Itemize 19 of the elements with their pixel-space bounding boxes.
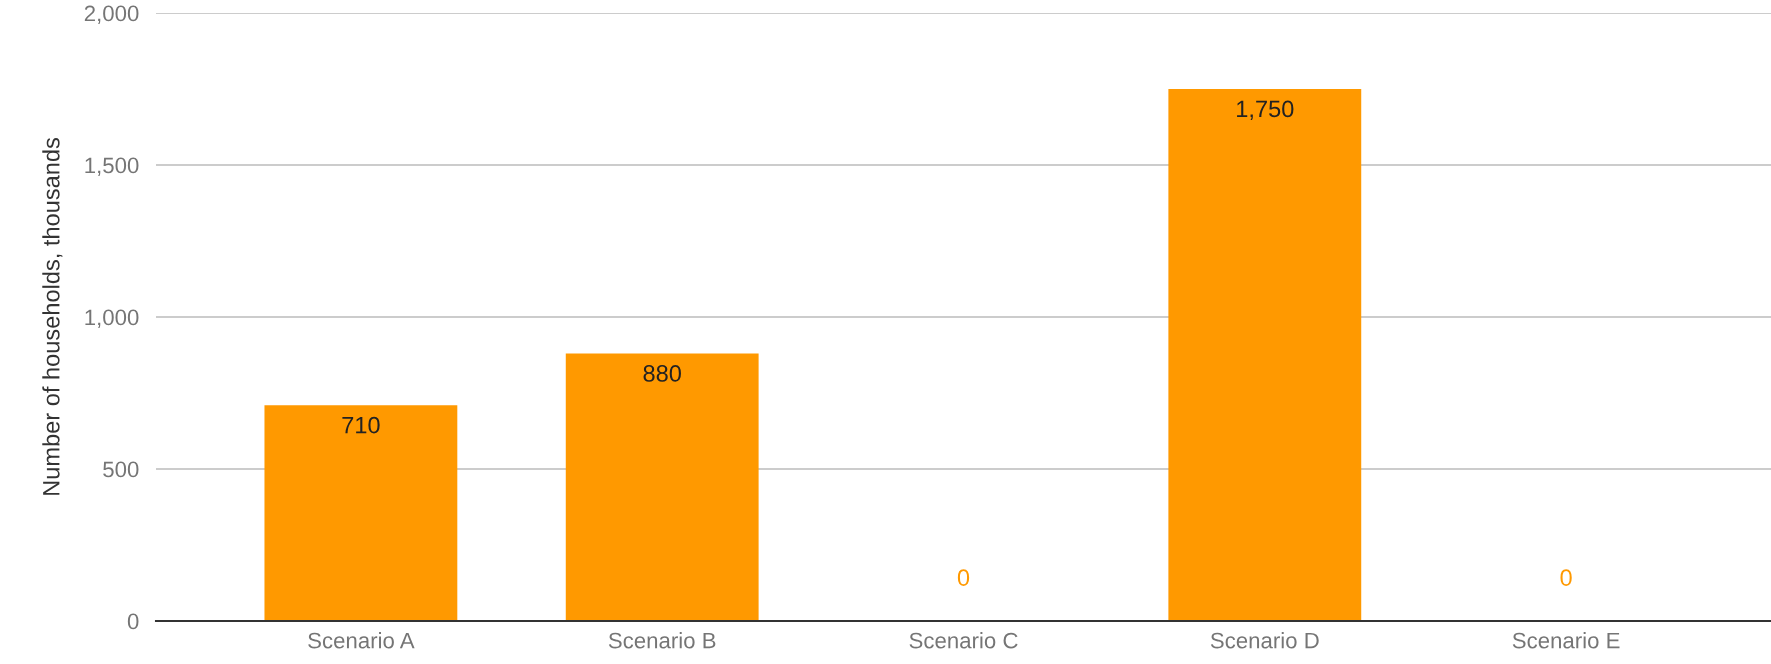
x-tick-label: Scenario D: [1210, 632, 1319, 649]
x-tick-label: Scenario A: [308, 632, 415, 649]
y-tick-label: 2,000: [84, 5, 139, 24]
data-label: 0: [957, 569, 970, 586]
data-label: 880: [643, 365, 681, 382]
data-label: 1,750: [1237, 100, 1294, 121]
bar: [565, 353, 759, 621]
x-tick-label: Scenario E: [1512, 632, 1620, 649]
y-tick-label: 1,500: [85, 157, 139, 176]
y-tick-label: 500: [103, 461, 139, 478]
data-label: 710: [342, 416, 380, 434]
y-tick-label: 1,000: [85, 309, 139, 328]
x-tick-label: Scenario B: [608, 632, 716, 649]
bar: [1168, 89, 1362, 621]
y-axis-title: Number of households, thousands: [42, 138, 63, 495]
data-label: 0: [1560, 569, 1572, 586]
x-tick-label: Scenario C: [909, 632, 1018, 649]
y-tick-label: 0: [127, 613, 139, 630]
bar: [264, 405, 458, 621]
